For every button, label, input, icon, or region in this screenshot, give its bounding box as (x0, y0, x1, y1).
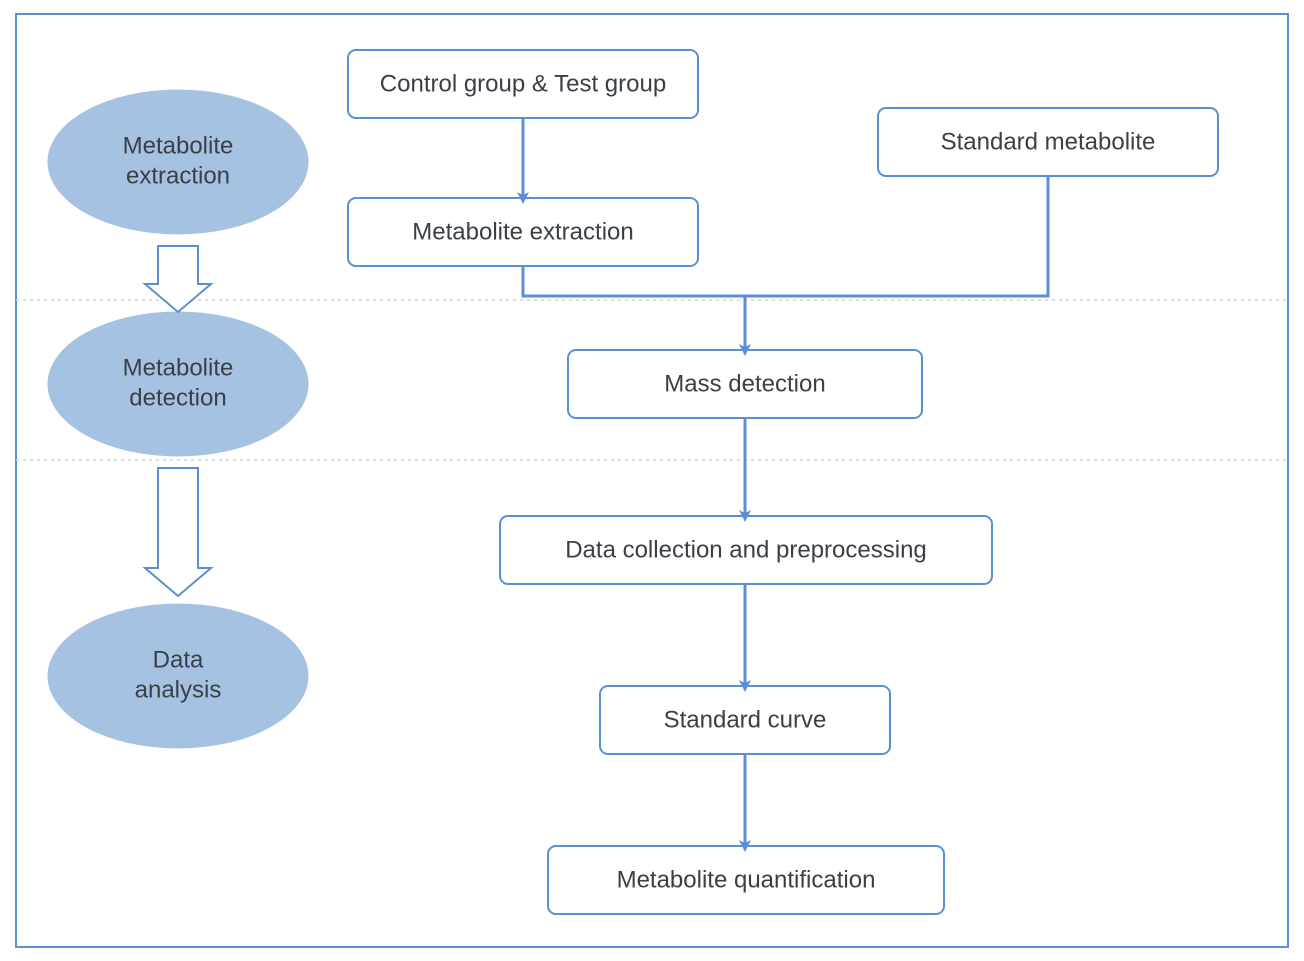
ellipse-extraction-label-line1: extraction (126, 162, 230, 189)
ellipse-extraction-label-line0: Metabolite (123, 132, 234, 159)
ellipse-detection-label-line0: Metabolite (123, 354, 234, 381)
box-std-metabolite-label: Standard metabolite (941, 128, 1156, 155)
box-mass-detection-label: Mass detection (664, 370, 825, 397)
ellipse-extraction: Metabolite extraction (48, 90, 308, 234)
ellipse-analysis-label-line0: Data (153, 646, 204, 673)
ellipse-detection: Metabolite detection (48, 312, 308, 456)
box-quantification-label: Metabolite quantification (617, 866, 876, 893)
box-extraction: Metabolite extraction (348, 198, 698, 266)
box-std-curve-label: Standard curve (664, 706, 827, 733)
ellipse-analysis: Data analysis (48, 604, 308, 748)
box-extraction-label: Metabolite extraction (412, 218, 633, 245)
box-quantification: Metabolite quantification (548, 846, 944, 914)
ellipse-analysis-label-line1: analysis (135, 676, 222, 703)
box-std-curve: Standard curve (600, 686, 890, 754)
box-data-collect: Data collection and preprocessing (500, 516, 992, 584)
box-std-metabolite: Standard metabolite (878, 108, 1218, 176)
box-data-collect-label: Data collection and preprocessing (565, 536, 927, 563)
box-control-test-label: Control group & Test group (380, 70, 666, 97)
box-mass-detection: Mass detection (568, 350, 922, 418)
box-control-test: Control group & Test group (348, 50, 698, 118)
ellipse-detection-label-line1: detection (129, 384, 226, 411)
flowchart-canvas: Metabolite extraction Metabolite detection D… (0, 0, 1304, 961)
